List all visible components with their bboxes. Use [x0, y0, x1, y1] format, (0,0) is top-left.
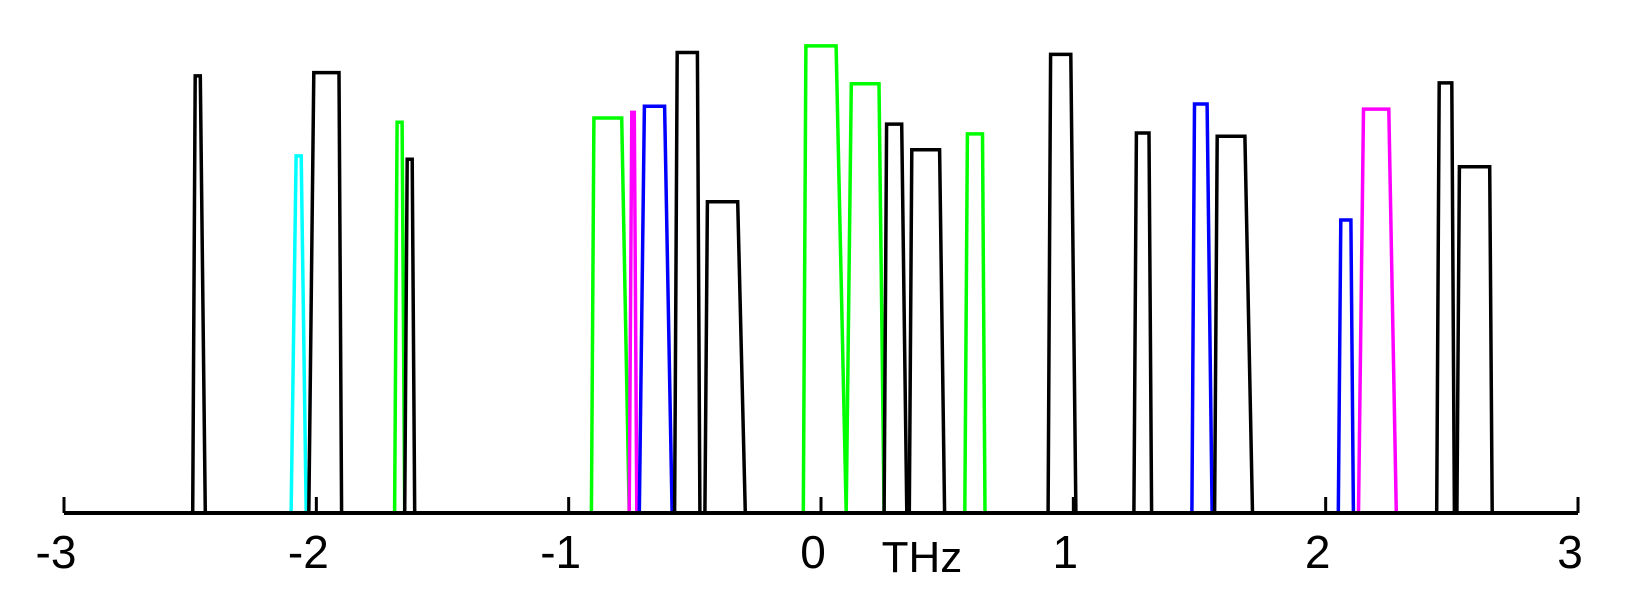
spectral-peak-16	[1046, 52, 1078, 514]
spectral-peak-11	[801, 44, 848, 514]
spectral-peak-14	[907, 148, 947, 514]
x-tick-label-3: 0	[800, 526, 826, 578]
spectral-peak-17	[1132, 131, 1154, 514]
spectral-peak-15	[963, 132, 987, 514]
x-axis: -3 -2 -1 0 1 2 3	[36, 497, 1583, 578]
x-tick-label-2: -1	[540, 526, 581, 578]
spectral-peak-6	[589, 116, 631, 514]
spectral-peak-18	[1190, 102, 1214, 514]
spectral-peak-10	[703, 200, 748, 514]
spectral-peak-4	[392, 120, 407, 514]
x-axis-ticks: -3 -2 -1 0 1 2 3	[36, 497, 1583, 578]
spectral-peak-8	[637, 104, 674, 514]
spectral-peak-12	[844, 82, 886, 514]
spectral-peak-22	[1434, 81, 1457, 514]
spectral-peak-7	[627, 110, 639, 514]
x-tick-label-0: -3	[36, 526, 77, 578]
peaks-layer	[190, 44, 1494, 514]
spectral-peak-19	[1212, 134, 1255, 514]
spectral-peak-5	[402, 157, 417, 514]
spectral-peak-1	[190, 74, 208, 514]
spectral-peak-23	[1455, 164, 1494, 514]
spectral-peak-9	[672, 50, 702, 514]
spectral-peak-13	[882, 122, 909, 514]
spectral-peak-3	[307, 70, 344, 514]
x-tick-label-1: -2	[288, 526, 329, 578]
x-tick-label-6: 3	[1557, 526, 1583, 578]
spectral-peak-20	[1336, 218, 1356, 514]
x-axis-unit-label: THz	[882, 533, 963, 582]
spectral-peak-21	[1356, 107, 1399, 514]
spectral-peak-2	[289, 154, 308, 514]
x-tick-label-4: 1	[1053, 526, 1079, 578]
x-tick-label-5: 2	[1305, 526, 1331, 578]
